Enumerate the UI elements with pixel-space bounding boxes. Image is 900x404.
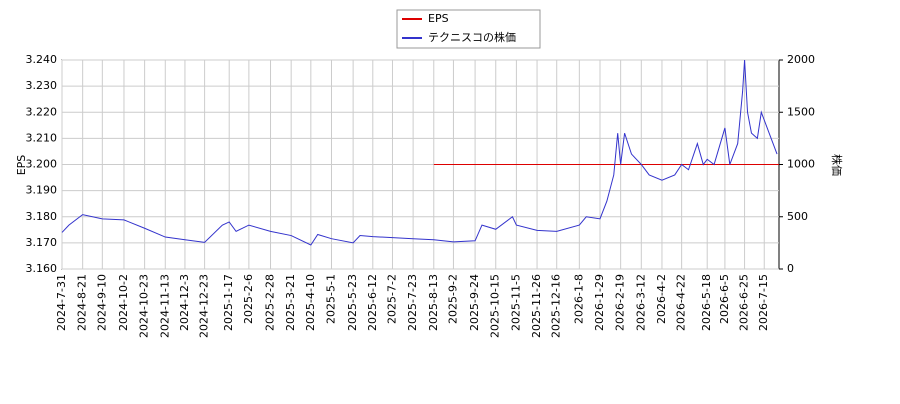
y-tick-label: 3.200 (26, 158, 58, 171)
x-tick-label: 2026-3-12 (634, 274, 647, 331)
x-tick-label: 2024-8-21 (76, 274, 89, 331)
x-tick-label: 2025-5-23 (346, 274, 359, 331)
y2-tick-label: 0 (787, 262, 794, 275)
x-tick-label: 2025-7-2 (385, 274, 398, 324)
x-tick-label: 2025-4-10 (304, 274, 317, 331)
legend-label: テクニスコの株価 (428, 30, 516, 44)
y-tick-label: 3.210 (26, 131, 58, 144)
x-tick-label: 2025-11-26 (530, 274, 543, 338)
x-tick-label: 2025-10-15 (489, 274, 502, 338)
x-tick-label: 2026-2-19 (614, 274, 627, 331)
y2-tick-label: 2000 (787, 53, 815, 66)
x-tick-label: 2025-5-1 (324, 274, 337, 324)
y2-tick-label: 500 (787, 210, 808, 223)
y-axis-label: EPS (15, 155, 28, 176)
x-tick-label: 2026-4-22 (675, 274, 688, 331)
x-tick-label: 2025-8-13 (427, 274, 440, 331)
x-tick-label: 2024-12-23 (198, 274, 211, 338)
x-tick-label: 2025-2-6 (242, 274, 255, 324)
legend-label: EPS (428, 12, 449, 25)
y-tick-label: 3.170 (26, 236, 58, 249)
x-tick-label: 2024-12-3 (178, 274, 191, 331)
x-tick-label: 2026-6-25 (738, 274, 751, 331)
x-tick-label: 2026-5-18 (700, 274, 713, 331)
y-tick-label: 3.240 (26, 53, 58, 66)
x-tick-label: 2025-11-5 (509, 274, 522, 331)
x-tick-label: 2024-9-10 (95, 274, 108, 331)
line-series (61, 59, 778, 246)
x-tick-label: 2025-3-21 (284, 274, 297, 331)
x-tick-label: 2026-6-5 (718, 274, 731, 324)
x-tick-label: 2026-4-2 (655, 274, 668, 324)
x-tick-label: 2024-10-23 (138, 274, 151, 338)
y2-axis-label: 株価 (830, 154, 844, 176)
y2-tick-label: 1500 (787, 105, 815, 118)
x-tick-label: 2025-9-24 (468, 274, 481, 331)
x-tick-label: 2025-9-2 (446, 274, 459, 324)
y2-tick-label: 1000 (787, 158, 815, 171)
x-tick-label: 2026-7-15 (757, 274, 770, 331)
x-tick-label: 2025-12-16 (550, 274, 563, 338)
x-tick-label: 2025-2-28 (264, 274, 277, 331)
x-tick-label: 2024-11-13 (158, 274, 171, 338)
x-tick-label: 2025-1-17 (222, 274, 235, 331)
x-tick-label: 2025-7-23 (406, 274, 419, 331)
x-tick-label: 2026-1-29 (593, 274, 606, 331)
legend (396, 9, 541, 49)
x-tick-label: 2024-10-2 (117, 274, 130, 331)
y-tick-label: 3.180 (26, 210, 58, 223)
y-tick-label: 3.190 (26, 184, 58, 197)
x-tick-label: 2026-1-8 (572, 274, 585, 324)
y-tick-label: 3.230 (26, 79, 58, 92)
x-tick-label: 2025-6-12 (366, 274, 379, 331)
x-tick-label: 2024-7-31 (55, 274, 68, 331)
y-tick-label: 3.160 (26, 262, 58, 275)
y-tick-label: 3.220 (26, 105, 58, 118)
